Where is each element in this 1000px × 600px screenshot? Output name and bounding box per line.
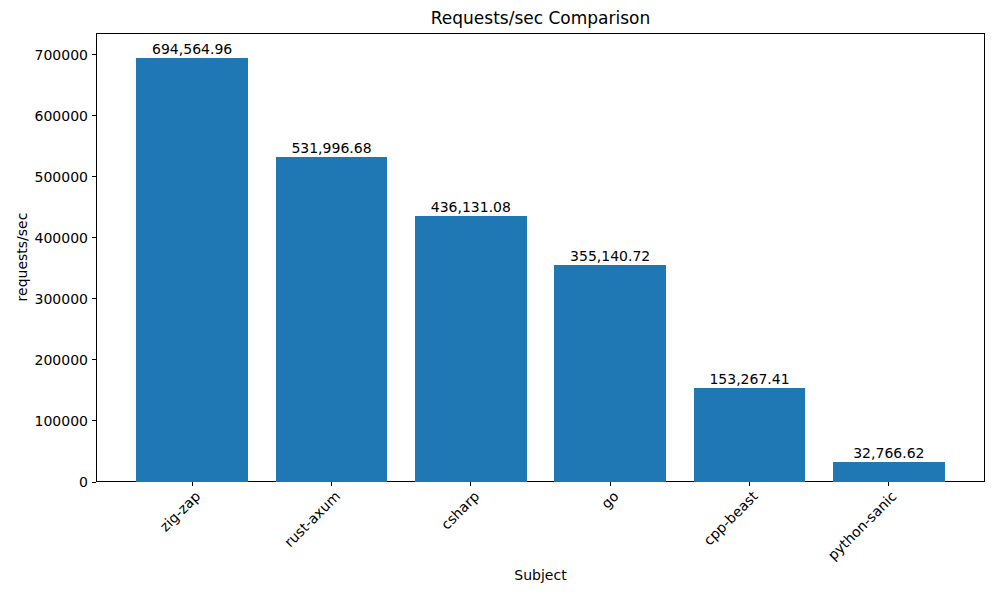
bar-zig-zap: [136, 58, 247, 482]
y-tick-label: 700000: [0, 46, 88, 64]
bar-value-label: 694,564.96: [112, 40, 272, 58]
bar-rust-axum: [276, 157, 387, 482]
y-tick-mark: [92, 237, 96, 238]
bar-value-label: 355,140.72: [530, 247, 690, 265]
x-tick-label-text: csharp: [438, 488, 483, 533]
y-tick-label: 600000: [0, 107, 88, 125]
y-tick-label: 200000: [0, 351, 88, 369]
bar-value-label: 153,267.41: [670, 370, 830, 388]
x-tick-mark: [888, 482, 889, 486]
bar-go: [554, 265, 665, 482]
x-tick-label-text: rust-axum: [281, 488, 343, 550]
x-tick-mark: [749, 482, 750, 486]
bar-cpp-beast: [694, 388, 805, 482]
y-tick-mark: [92, 115, 96, 116]
bar-csharp: [415, 216, 526, 482]
x-tick-label-text: zig-zap: [157, 488, 204, 535]
y-tick-label: 300000: [0, 290, 88, 308]
x-tick-mark: [610, 482, 611, 486]
y-axis-label: requests/sec: [14, 213, 30, 302]
x-tick-mark: [192, 482, 193, 486]
x-tick-label-text: python-sanic: [825, 488, 900, 563]
y-tick-label: 400000: [0, 229, 88, 247]
y-tick-label: 100000: [0, 412, 88, 430]
y-tick-label: 0: [0, 473, 88, 491]
y-tick-label: 500000: [0, 168, 88, 186]
y-tick-mark: [92, 482, 96, 483]
y-tick-mark: [92, 420, 96, 421]
bar-chart: Requests/sec Comparison requests/sec Sub…: [0, 0, 1000, 600]
bar-value-label: 531,996.68: [251, 139, 411, 157]
y-tick-mark: [92, 176, 96, 177]
x-tick-mark: [331, 482, 332, 486]
x-axis-label: Subject: [96, 567, 985, 583]
x-tick-mark: [470, 482, 471, 486]
y-tick-mark: [92, 298, 96, 299]
x-tick-label-text: go: [598, 488, 622, 512]
chart-title: Requests/sec Comparison: [96, 8, 985, 28]
bar-value-label: 32,766.62: [809, 444, 969, 462]
bar-value-label: 436,131.08: [391, 198, 551, 216]
x-tick-label-text: cpp-beast: [700, 488, 760, 548]
y-tick-mark: [92, 359, 96, 360]
bar-python-sanic: [833, 462, 944, 482]
y-tick-mark: [92, 54, 96, 55]
